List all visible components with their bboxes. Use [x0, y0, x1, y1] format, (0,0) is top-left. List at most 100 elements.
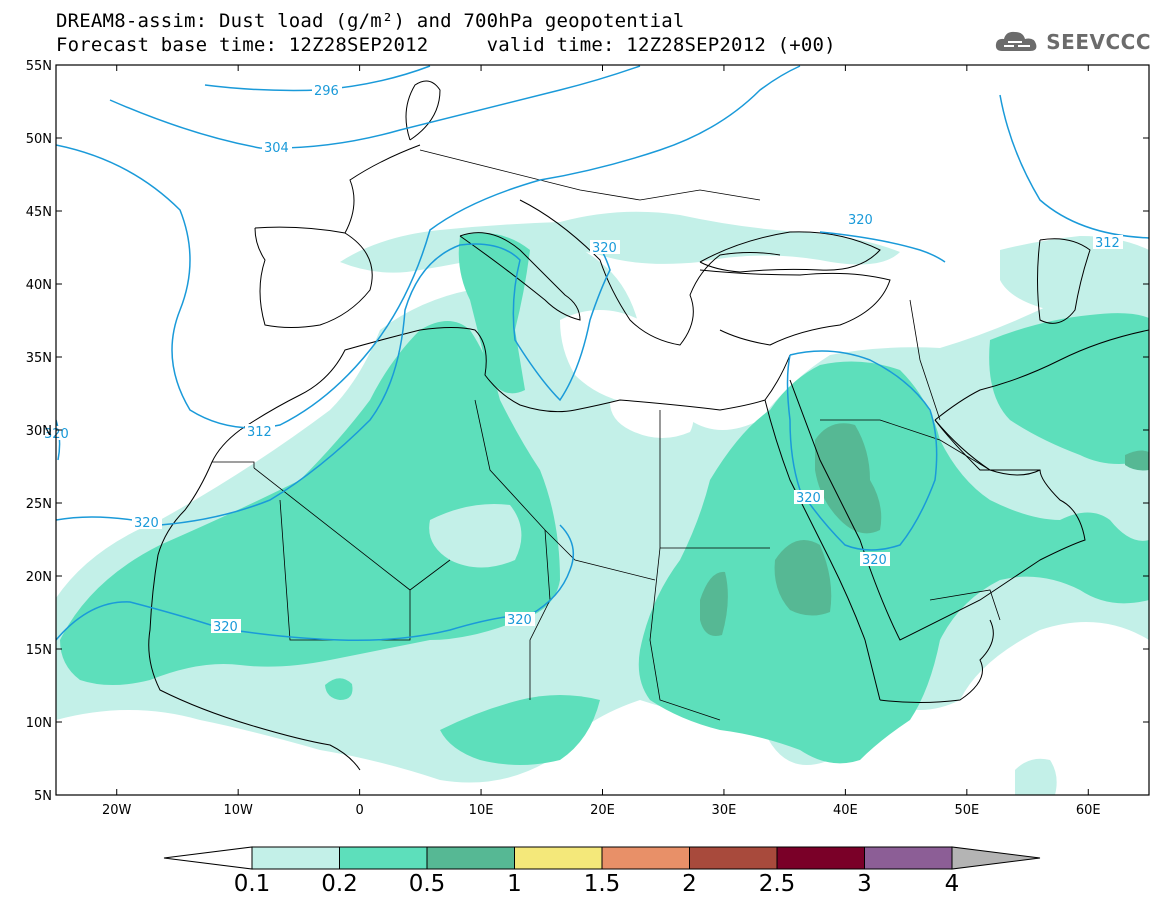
dust-area-dark-sudan: [774, 540, 832, 616]
dust-area-light-niger: [429, 504, 522, 568]
contour-label-296: 296: [314, 84, 339, 99]
colorbar-segment: [601, 846, 690, 870]
colorbar: 0.1 0.2 0.5 1 1.5 2 2.5 3 4: [163, 846, 1041, 897]
cloud-logo-icon: [996, 31, 1037, 51]
contour-312-west: [56, 65, 801, 429]
colorbar-over-arrow: [951, 846, 1041, 870]
contour-label-304: 304: [264, 141, 289, 156]
colorbar-label: 1.5: [584, 871, 621, 897]
lat-tick-label: 15N: [26, 643, 52, 658]
lon-tick-label: 60E: [1076, 803, 1101, 818]
forecast-time-line: Forecast base time: 12Z28SEP2012 valid t…: [56, 34, 836, 56]
coast-italy: [459, 232, 581, 321]
border-yemen: [929, 589, 1001, 621]
contour-label-312-east: 312: [1095, 236, 1120, 251]
lat-tick-label: 50N: [26, 132, 52, 147]
coast-black-sea: [699, 231, 881, 273]
lat-tick-label: 40N: [26, 278, 52, 293]
colorbar-segment: [864, 846, 953, 870]
coast-turkey: [699, 269, 891, 346]
dust-area-dark-arabia: [815, 423, 882, 534]
colorbar-label: 0.1: [234, 871, 271, 897]
coast-caspian: [1037, 238, 1091, 324]
contour-label-312-west: 312: [247, 425, 272, 440]
colorbar-segment: [339, 846, 428, 870]
coast-west-africa: [148, 429, 361, 771]
lon-tick-label: 50E: [954, 803, 979, 818]
border-europe: [419, 149, 761, 201]
contour-label-320-chad: 320: [507, 613, 532, 628]
colorbar-label: 1: [507, 871, 522, 897]
dust-area-mid-persia: [989, 313, 1149, 464]
clear-area-mediterranean: [560, 310, 752, 405]
dust-area-mid-westafrica: [60, 321, 560, 685]
lat-tick-label: 45N: [26, 205, 52, 220]
map-title: DREAM8-assim: Dust load (g/m²) and 700hP…: [56, 10, 685, 32]
contour-label-320-redsea: 320: [796, 491, 821, 506]
coast-arabia: [789, 379, 1086, 641]
lat-tick-label: 20N: [26, 570, 52, 585]
contour-320-west: [56, 243, 611, 526]
lat-tick-label: 30N: [26, 424, 52, 439]
dust-area-mid-eastafrica: [638, 361, 1149, 764]
coastlines: [148, 80, 1149, 771]
border-western-sahara: [212, 461, 255, 468]
contour-320-north: [819, 231, 946, 263]
logo-text: SEEVCCC: [1046, 30, 1151, 54]
lat-tick-label: 55N: [26, 59, 52, 74]
coast-france-uk: [344, 80, 441, 234]
colorbar-label: 2.5: [759, 871, 796, 897]
border-algeria-mali: [253, 467, 411, 591]
border-sudan: [649, 547, 721, 721]
colorbar-segment: [776, 846, 865, 870]
lat-tick-label: 5N: [34, 789, 52, 804]
dust-area-light-patch: [1015, 758, 1057, 795]
latitude-axis: 55N 50N 45N 40N 35N 30N 25N 20N 15N 10N 5N: [26, 59, 1149, 804]
clear-area-libya: [610, 395, 694, 439]
colorbar-label: 3: [857, 871, 872, 897]
lat-tick-label: 10N: [26, 716, 52, 731]
colorbar-label: 2: [682, 871, 697, 897]
contour-label-group: 296 304 312 320 320 312 320 320 320 320 …: [44, 83, 1123, 635]
colorbar-label: 0.2: [321, 871, 358, 897]
contour-label-320-italy: 320: [592, 241, 617, 256]
lat-tick-label: 35N: [26, 351, 52, 366]
contour-label-320-arabia: 320: [862, 553, 887, 568]
lon-tick-label: 0: [355, 803, 363, 818]
lon-tick-label: 40E: [833, 803, 858, 818]
dust-area-mid-chad: [440, 695, 600, 765]
border-mali-mauritania: [279, 499, 451, 641]
contour-label-320-north: 320: [848, 213, 873, 228]
contour-320-east: [786, 350, 938, 551]
coast-levant-redsea: [764, 354, 881, 701]
borders: [212, 149, 1001, 721]
border-iran-iraq: [909, 299, 941, 421]
contour-304: [109, 65, 641, 149]
colorbar-segment: [689, 846, 778, 870]
lon-tick-label: 20E: [590, 803, 615, 818]
coast-north-africa: [239, 327, 766, 431]
dust-area-mid-italy: [458, 233, 530, 394]
seevccc-logo: SEEVCCC: [994, 26, 1151, 58]
colorbar-label: 4: [945, 871, 960, 897]
colorbar-segment: [426, 846, 515, 870]
coast-horn-africa: [879, 619, 994, 703]
colorbar-segment: [514, 846, 603, 870]
border-chad: [529, 529, 551, 700]
dust-area-dark-gulf: [1125, 450, 1149, 471]
lat-tick-label: 25N: [26, 497, 52, 512]
lon-tick-label: 20W: [102, 803, 132, 818]
dust-area-mid-blob: [325, 678, 353, 700]
lon-tick-label: 30E: [712, 803, 737, 818]
contour-312-east: [999, 94, 1149, 239]
contour-320-south: [56, 524, 575, 642]
contour-label-320-mali: 320: [213, 620, 238, 635]
border-saudi: [820, 419, 991, 471]
contour-label-320-west: 320: [134, 516, 159, 531]
dust-area-dark-egypt: [700, 571, 728, 636]
dust-shading: [56, 211, 1149, 795]
lon-tick-label: 10W: [223, 803, 253, 818]
longitude-axis: 20W 10W 0 10E 20E 30E 40E 50E 60E: [102, 65, 1101, 818]
colorbar-segment: [251, 846, 340, 870]
